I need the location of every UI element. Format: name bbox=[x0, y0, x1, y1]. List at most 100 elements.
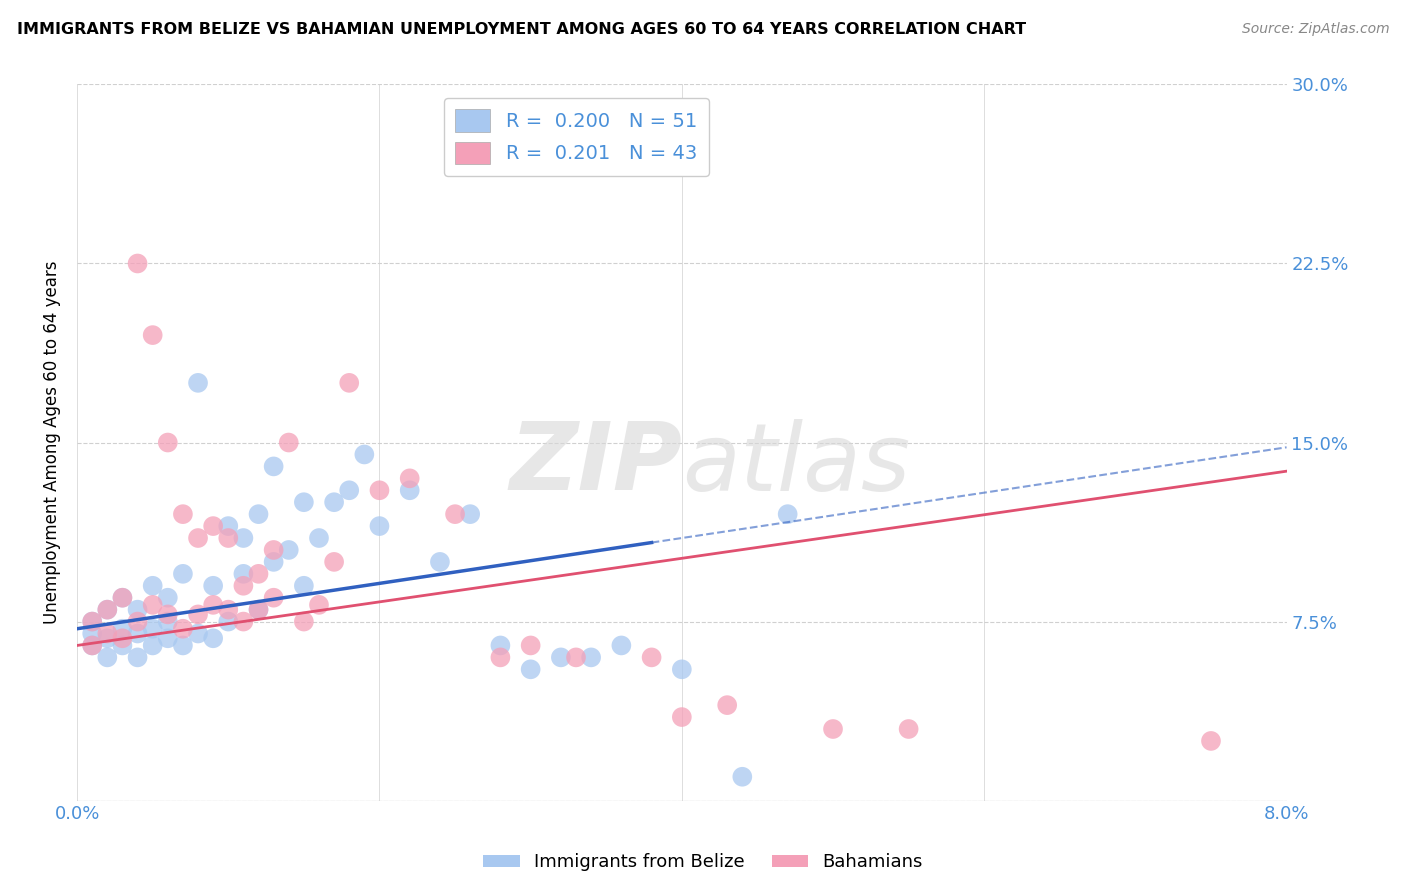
Point bbox=[232, 531, 254, 545]
Point bbox=[202, 632, 225, 646]
Point bbox=[458, 507, 481, 521]
Text: atlas: atlas bbox=[682, 418, 910, 509]
Point bbox=[263, 459, 285, 474]
Point bbox=[127, 256, 149, 270]
Point bbox=[444, 507, 467, 521]
Point bbox=[111, 591, 134, 605]
Text: ZIP: ZIP bbox=[509, 418, 682, 510]
Y-axis label: Unemployment Among Ages 60 to 64 years: Unemployment Among Ages 60 to 64 years bbox=[44, 260, 60, 624]
Point bbox=[82, 615, 104, 629]
Point bbox=[671, 710, 693, 724]
Point bbox=[323, 495, 346, 509]
Point bbox=[156, 632, 179, 646]
Point bbox=[172, 507, 194, 521]
Point bbox=[232, 615, 254, 629]
Point bbox=[277, 435, 299, 450]
Point bbox=[263, 543, 285, 558]
Point bbox=[489, 639, 512, 653]
Point bbox=[550, 650, 572, 665]
Point bbox=[82, 626, 104, 640]
Point bbox=[96, 626, 118, 640]
Point bbox=[519, 639, 541, 653]
Point bbox=[217, 602, 239, 616]
Point bbox=[96, 602, 118, 616]
Point bbox=[82, 639, 104, 653]
Point bbox=[96, 650, 118, 665]
Point bbox=[127, 615, 149, 629]
Point bbox=[96, 602, 118, 616]
Point bbox=[142, 579, 165, 593]
Point bbox=[263, 555, 285, 569]
Point bbox=[82, 615, 104, 629]
Point bbox=[156, 435, 179, 450]
Point bbox=[731, 770, 754, 784]
Point bbox=[217, 519, 239, 533]
Point bbox=[776, 507, 799, 521]
Point bbox=[142, 639, 165, 653]
Point bbox=[308, 531, 330, 545]
Point bbox=[640, 650, 662, 665]
Point bbox=[292, 615, 315, 629]
Point bbox=[429, 555, 451, 569]
Point bbox=[142, 598, 165, 612]
Point bbox=[127, 626, 149, 640]
Point bbox=[172, 639, 194, 653]
Point bbox=[565, 650, 588, 665]
Text: IMMIGRANTS FROM BELIZE VS BAHAMIAN UNEMPLOYMENT AMONG AGES 60 TO 64 YEARS CORREL: IMMIGRANTS FROM BELIZE VS BAHAMIAN UNEMP… bbox=[17, 22, 1026, 37]
Legend: Immigrants from Belize, Bahamians: Immigrants from Belize, Bahamians bbox=[477, 847, 929, 879]
Point bbox=[368, 483, 391, 498]
Point bbox=[579, 650, 602, 665]
Point bbox=[187, 607, 209, 622]
Point bbox=[172, 622, 194, 636]
Point bbox=[111, 591, 134, 605]
Point bbox=[111, 639, 134, 653]
Point bbox=[187, 531, 209, 545]
Point bbox=[142, 622, 165, 636]
Point bbox=[337, 483, 360, 498]
Point bbox=[187, 376, 209, 390]
Point bbox=[232, 579, 254, 593]
Point bbox=[111, 632, 134, 646]
Point bbox=[217, 531, 239, 545]
Point bbox=[337, 376, 360, 390]
Point bbox=[187, 626, 209, 640]
Point bbox=[202, 579, 225, 593]
Point bbox=[292, 579, 315, 593]
Point bbox=[263, 591, 285, 605]
Point bbox=[142, 328, 165, 343]
Point bbox=[716, 698, 738, 713]
Point bbox=[353, 447, 375, 461]
Text: Source: ZipAtlas.com: Source: ZipAtlas.com bbox=[1241, 22, 1389, 37]
Point bbox=[247, 602, 270, 616]
Point bbox=[156, 591, 179, 605]
Point bbox=[519, 662, 541, 676]
Point bbox=[127, 650, 149, 665]
Point bbox=[156, 615, 179, 629]
Point bbox=[897, 722, 920, 736]
Point bbox=[172, 566, 194, 581]
Point bbox=[247, 602, 270, 616]
Point bbox=[156, 607, 179, 622]
Point bbox=[217, 615, 239, 629]
Point bbox=[323, 555, 346, 569]
Point bbox=[398, 471, 420, 485]
Point bbox=[368, 519, 391, 533]
Point bbox=[232, 566, 254, 581]
Point bbox=[82, 639, 104, 653]
Point bbox=[821, 722, 844, 736]
Point bbox=[247, 507, 270, 521]
Point bbox=[308, 598, 330, 612]
Point bbox=[292, 495, 315, 509]
Point bbox=[96, 632, 118, 646]
Point bbox=[127, 602, 149, 616]
Point bbox=[610, 639, 633, 653]
Point bbox=[202, 519, 225, 533]
Legend: R =  0.200   N = 51, R =  0.201   N = 43: R = 0.200 N = 51, R = 0.201 N = 43 bbox=[444, 98, 709, 176]
Point bbox=[111, 622, 134, 636]
Point bbox=[277, 543, 299, 558]
Point bbox=[1199, 734, 1222, 748]
Point bbox=[671, 662, 693, 676]
Point bbox=[398, 483, 420, 498]
Point bbox=[247, 566, 270, 581]
Point bbox=[489, 650, 512, 665]
